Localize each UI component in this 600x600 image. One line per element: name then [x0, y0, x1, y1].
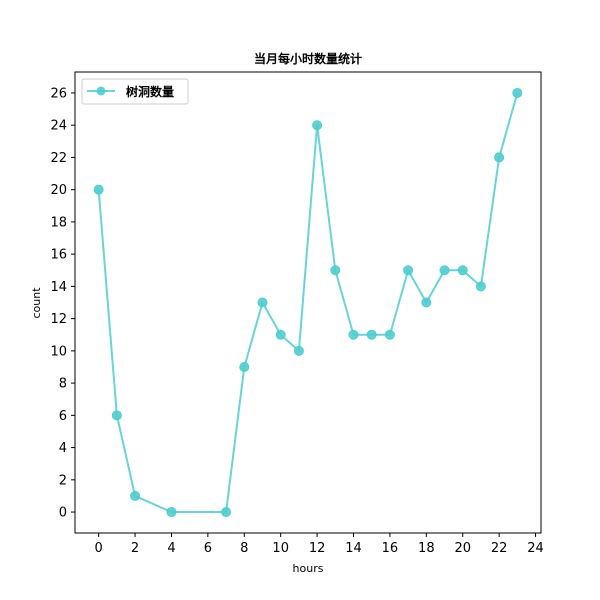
- x-tick-label: 22: [491, 541, 508, 556]
- data-point: [294, 346, 303, 355]
- data-point: [422, 298, 431, 307]
- chart-title: 当月每小时数量统计: [254, 51, 362, 66]
- x-tick-label: 8: [240, 541, 248, 556]
- x-axis-label: hours: [293, 562, 324, 575]
- x-tick-label: 0: [95, 541, 103, 556]
- legend: 树洞数量: [82, 79, 188, 104]
- x-tick-label: 24: [527, 541, 544, 556]
- x-tick-label: 2: [131, 541, 139, 556]
- x-tick-label: 18: [418, 541, 435, 556]
- data-point: [112, 411, 121, 420]
- data-point: [131, 491, 140, 500]
- y-tick-label: 12: [50, 312, 67, 327]
- data-point: [258, 298, 267, 307]
- y-tick-label: 14: [50, 280, 67, 295]
- y-tick-label: 16: [50, 248, 67, 263]
- y-axis-label: count: [30, 287, 43, 319]
- x-tick-label: 10: [272, 541, 289, 556]
- y-tick-label: 22: [50, 151, 67, 166]
- data-point: [495, 153, 504, 162]
- y-tick-label: 26: [50, 86, 67, 101]
- y-tick-label: 20: [50, 183, 67, 198]
- data-point: [458, 266, 467, 275]
- x-tick-label: 14: [345, 541, 362, 556]
- x-tick-label: 4: [167, 541, 175, 556]
- x-tick-label: 12: [309, 541, 326, 556]
- y-tick-label: 24: [50, 119, 67, 134]
- x-tick-label: 6: [204, 541, 212, 556]
- y-tick-label: 18: [50, 215, 67, 230]
- data-point: [404, 266, 413, 275]
- data-point: [349, 330, 358, 339]
- data-point: [240, 362, 249, 371]
- y-tick-label: 8: [59, 377, 67, 392]
- y-tick-label: 2: [59, 473, 67, 488]
- y-tick-label: 10: [50, 344, 67, 359]
- data-point: [440, 266, 449, 275]
- data-point: [476, 282, 485, 291]
- y-tick-label: 0: [59, 506, 67, 521]
- data-point: [167, 508, 176, 517]
- legend-marker-swatch: [97, 87, 106, 96]
- data-point: [94, 185, 103, 194]
- data-point: [513, 88, 522, 97]
- data-point: [222, 508, 231, 517]
- x-tick-label: 20: [454, 541, 471, 556]
- data-point: [276, 330, 285, 339]
- data-point: [385, 330, 394, 339]
- y-tick-label: 6: [59, 409, 67, 424]
- data-point: [313, 121, 322, 130]
- y-tick-label: 4: [59, 441, 67, 456]
- legend-series-label: 树洞数量: [126, 84, 174, 99]
- x-tick-label: 16: [382, 541, 399, 556]
- data-point: [331, 266, 340, 275]
- data-point: [367, 330, 376, 339]
